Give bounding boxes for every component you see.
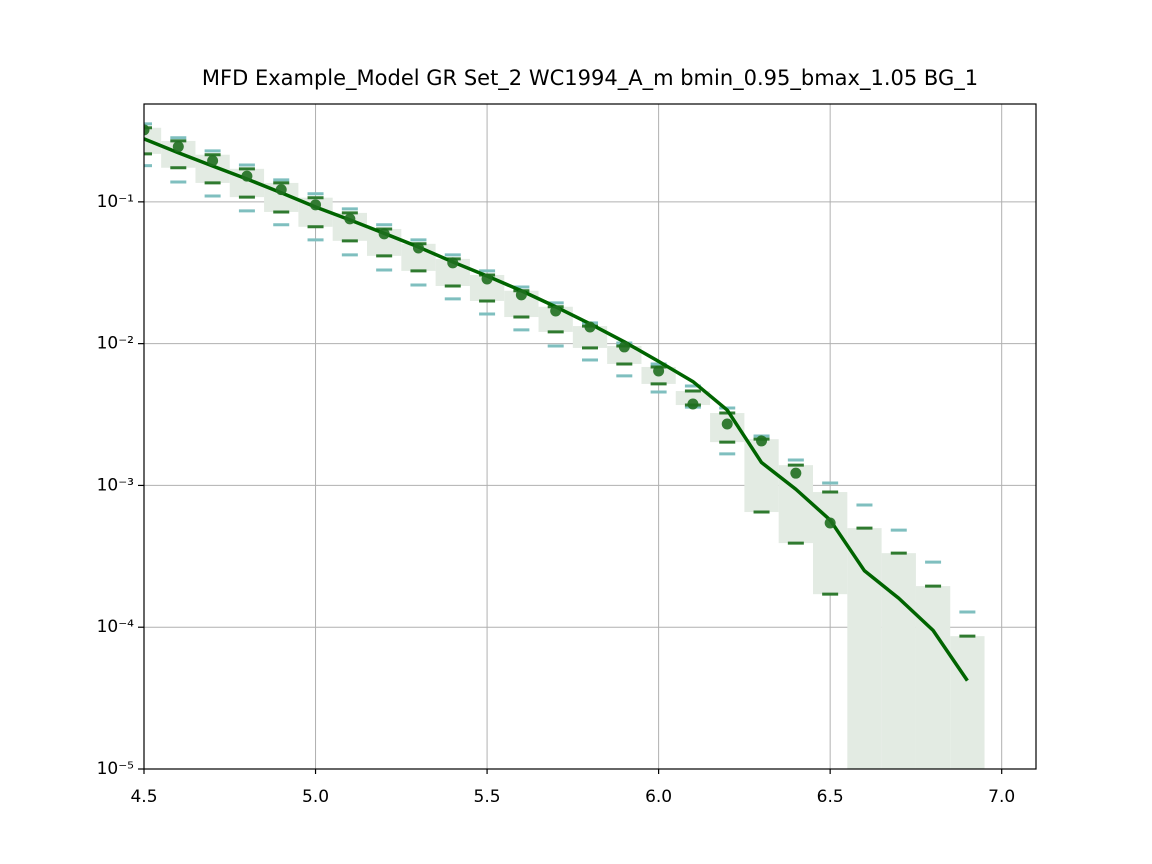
range-band bbox=[950, 636, 985, 769]
observed-point bbox=[378, 228, 390, 240]
x-tick-label: 7.0 bbox=[988, 787, 1015, 807]
x-tick-label: 6.5 bbox=[817, 787, 844, 807]
range-band bbox=[915, 586, 951, 769]
y-tick-label: 10⁻² bbox=[97, 334, 134, 354]
observed-point bbox=[344, 213, 356, 225]
observed-point bbox=[790, 467, 802, 479]
observed-point bbox=[584, 321, 596, 333]
observed-point bbox=[241, 170, 253, 182]
observed-point bbox=[550, 305, 562, 317]
plot-area bbox=[144, 104, 1036, 769]
y-tick-label: 10⁻³ bbox=[97, 475, 134, 495]
observed-point bbox=[412, 242, 424, 254]
observed-point bbox=[172, 141, 184, 153]
x-tick-label: 5.5 bbox=[474, 787, 501, 807]
range-band bbox=[675, 391, 711, 406]
y-tick-label: 10⁻⁴ bbox=[97, 617, 135, 637]
observed-point bbox=[687, 398, 699, 410]
observed-point bbox=[756, 435, 768, 447]
x-tick-label: 4.5 bbox=[130, 787, 157, 807]
axes-frame bbox=[143, 103, 1037, 770]
observed-point bbox=[824, 517, 836, 529]
observed-point bbox=[310, 199, 322, 211]
range-band bbox=[744, 439, 779, 513]
observed-point bbox=[144, 124, 150, 136]
y-tick-label: 10⁻⁵ bbox=[97, 759, 134, 779]
observed-point bbox=[207, 155, 219, 167]
y-tick-label: 10⁻¹ bbox=[97, 192, 134, 212]
observed-point bbox=[481, 273, 493, 285]
x-tick-label: 6.0 bbox=[645, 787, 672, 807]
range-band bbox=[881, 553, 916, 769]
chart-title: MFD Example_Model GR Set_2 WC1994_A_m bm… bbox=[202, 66, 978, 91]
observed-point bbox=[618, 341, 630, 353]
observed-point bbox=[275, 184, 287, 196]
observed-point bbox=[721, 418, 733, 430]
range-band bbox=[847, 528, 882, 769]
range-band bbox=[607, 345, 642, 364]
x-tick-label: 5.0 bbox=[302, 787, 329, 807]
observed-point bbox=[653, 365, 665, 377]
observed-point bbox=[447, 257, 459, 269]
range-band bbox=[572, 326, 608, 348]
model-line bbox=[144, 137, 969, 682]
observed-point bbox=[515, 289, 527, 301]
